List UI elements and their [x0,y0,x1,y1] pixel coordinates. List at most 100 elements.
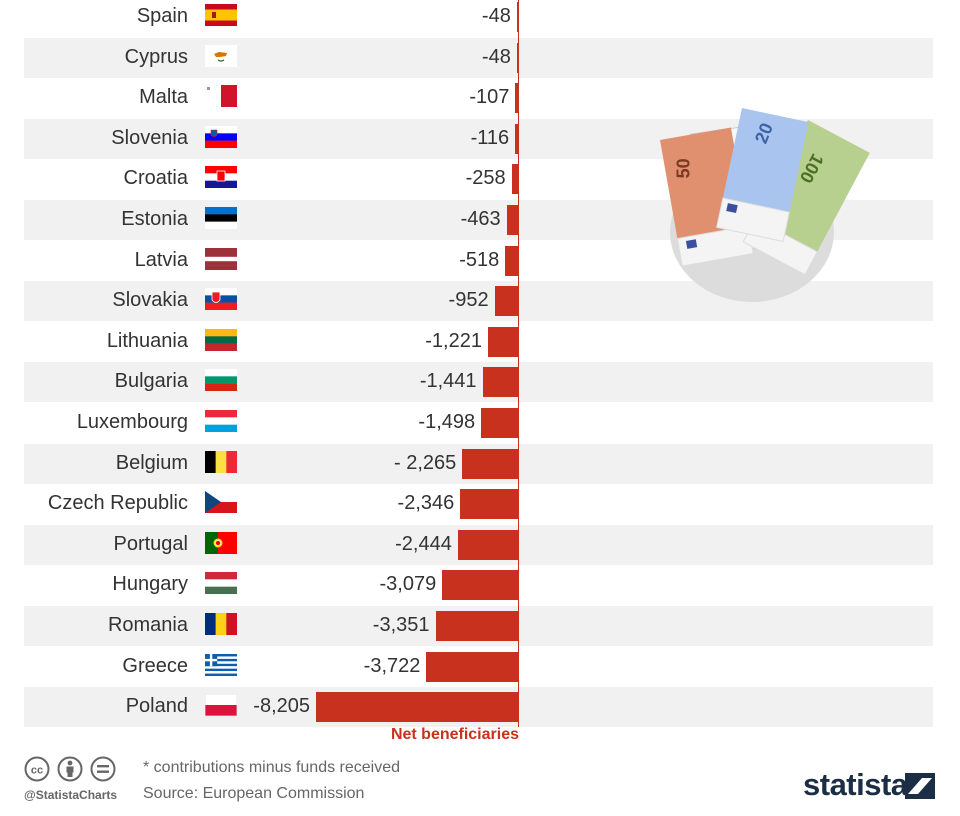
bar-slovenia [515,123,518,154]
bar-estonia [506,205,518,235]
chart-row-romania: Romania -3,351 [24,606,933,646]
flag-cz-icon [205,491,237,514]
statista-logo: statista [803,767,935,802]
category-label: Portugal [113,532,189,555]
category-label: Poland [125,695,188,718]
category-label: Spain [136,5,188,27]
value-label: -2,444 [395,532,452,555]
bar-latvia [505,245,518,276]
category-label: Cyprus [124,45,188,68]
source-note: Source: European Commission [143,785,365,802]
chart-row-czech-republic: Czech Republic -2,346 [24,484,933,524]
flag-es-icon [205,4,237,26]
chart-row-malta: Malta -107 [24,78,933,118]
category-label: Latvia [134,248,188,271]
zero-axis-line [518,0,519,727]
bar-czech-republic [460,489,518,520]
bar-chart: Spain -48 Cyprus -48 Malta -107 Slovenia -116 Cr… [24,0,933,728]
flag-hr-icon [205,166,237,189]
value-label: -3,351 [372,614,430,636]
category-label: Czech Republic [47,492,188,515]
statista-logo-icon [905,773,935,799]
bar-greece [426,651,518,682]
category-label: Belgium [115,451,188,474]
category-label: Hungary [112,573,188,596]
chart-row-poland: Poland -8,205 [24,687,933,728]
category-label: Bulgaria [114,370,188,393]
chart-row-latvia: Latvia -518 [24,241,933,281]
category-label: Lithuania [106,329,188,352]
flag-mt-icon [205,85,237,108]
bar-poland [316,692,518,723]
value-label: - 2,265 [393,451,457,474]
footer: cc @StatistaCharts * contributions minus… [0,748,960,816]
value-label: -463 [460,208,501,230]
chart-row-luxembourg: Luxembourg -1,498 [24,403,933,443]
bar-hungary [442,570,518,601]
statista-charts-handle: @StatistaCharts [24,788,118,802]
flag-sk-icon [205,288,237,311]
category-label: Greece [122,654,188,677]
flag-be-icon [205,450,237,473]
flag-gr-icon [205,653,237,676]
category-label: Estonia [121,208,188,230]
value-label: -116 [470,126,510,149]
svg-text:50: 50 [674,158,694,178]
category-label: Slovakia [112,289,188,312]
value-label: -952 [448,289,489,312]
category-label: Croatia [123,167,188,190]
net-beneficiaries-label: Net beneficiaries [390,726,519,743]
value-label: -258 [465,167,506,190]
chart-row-croatia: Croatia -258 [24,159,933,199]
chart-row-hungary: Hungary -3,079 [24,565,933,605]
category-label: Luxembourg [76,411,188,433]
bar-malta [515,83,518,114]
bar-cyprus [516,42,518,73]
value-label: -1,441 [419,370,477,393]
bar-spain [516,2,518,32]
chart-row-portugal: Portugal -2,444 [24,524,933,565]
flag-ro-icon [205,613,237,635]
value-label: -48 [481,5,511,27]
chart-row-belgium: Belgium - 2,265 [24,443,933,484]
chart-row-greece: Greece -3,722 [24,647,933,687]
bar-romania [435,611,518,641]
value-label: -1,221 [425,329,482,352]
value-label: -3,079 [379,573,437,596]
flag-hu-icon [205,572,237,595]
bar-belgium [462,448,518,479]
bar-lithuania [487,326,518,357]
value-label: -3,722 [363,654,421,677]
bar-bulgaria [482,367,518,398]
value-label: -2,346 [397,492,455,515]
flag-lt-icon [205,328,237,351]
value-label: -518 [459,248,500,271]
value-label: -107 [469,86,510,109]
category-label: Slovenia [111,126,188,149]
flag-lu-icon [205,410,237,432]
category-label: Malta [139,86,188,109]
bar-croatia [511,164,518,195]
flag-cy-icon [205,44,237,67]
flag-lv-icon [205,247,237,270]
flag-ee-icon [205,207,237,229]
creative-commons-icon: cc [24,756,116,782]
category-label: Romania [107,614,188,636]
euro-banknotes-illustration: 50 100 20 [660,108,870,302]
flag-pl-icon [205,694,237,717]
chart-row-cyprus: Cyprus -48 [24,37,933,78]
bar-portugal [457,529,518,560]
bar-slovakia [494,286,518,317]
flag-pt-icon [205,531,237,554]
chart-row-bulgaria: Bulgaria -1,441 [24,362,933,403]
value-label: -8,205 [253,695,310,718]
flag-bg-icon [205,369,237,392]
value-label: -48 [481,45,511,68]
brand-wordmark: statista [803,767,908,802]
svg-text:cc: cc [31,765,43,777]
value-label: -1,498 [418,411,476,433]
chart-row-lithuania: Lithuania -1,221 [24,322,933,362]
chart-row-spain: Spain -48 [24,0,933,37]
bar-luxembourg [481,408,518,438]
flag-si-icon [205,125,237,148]
